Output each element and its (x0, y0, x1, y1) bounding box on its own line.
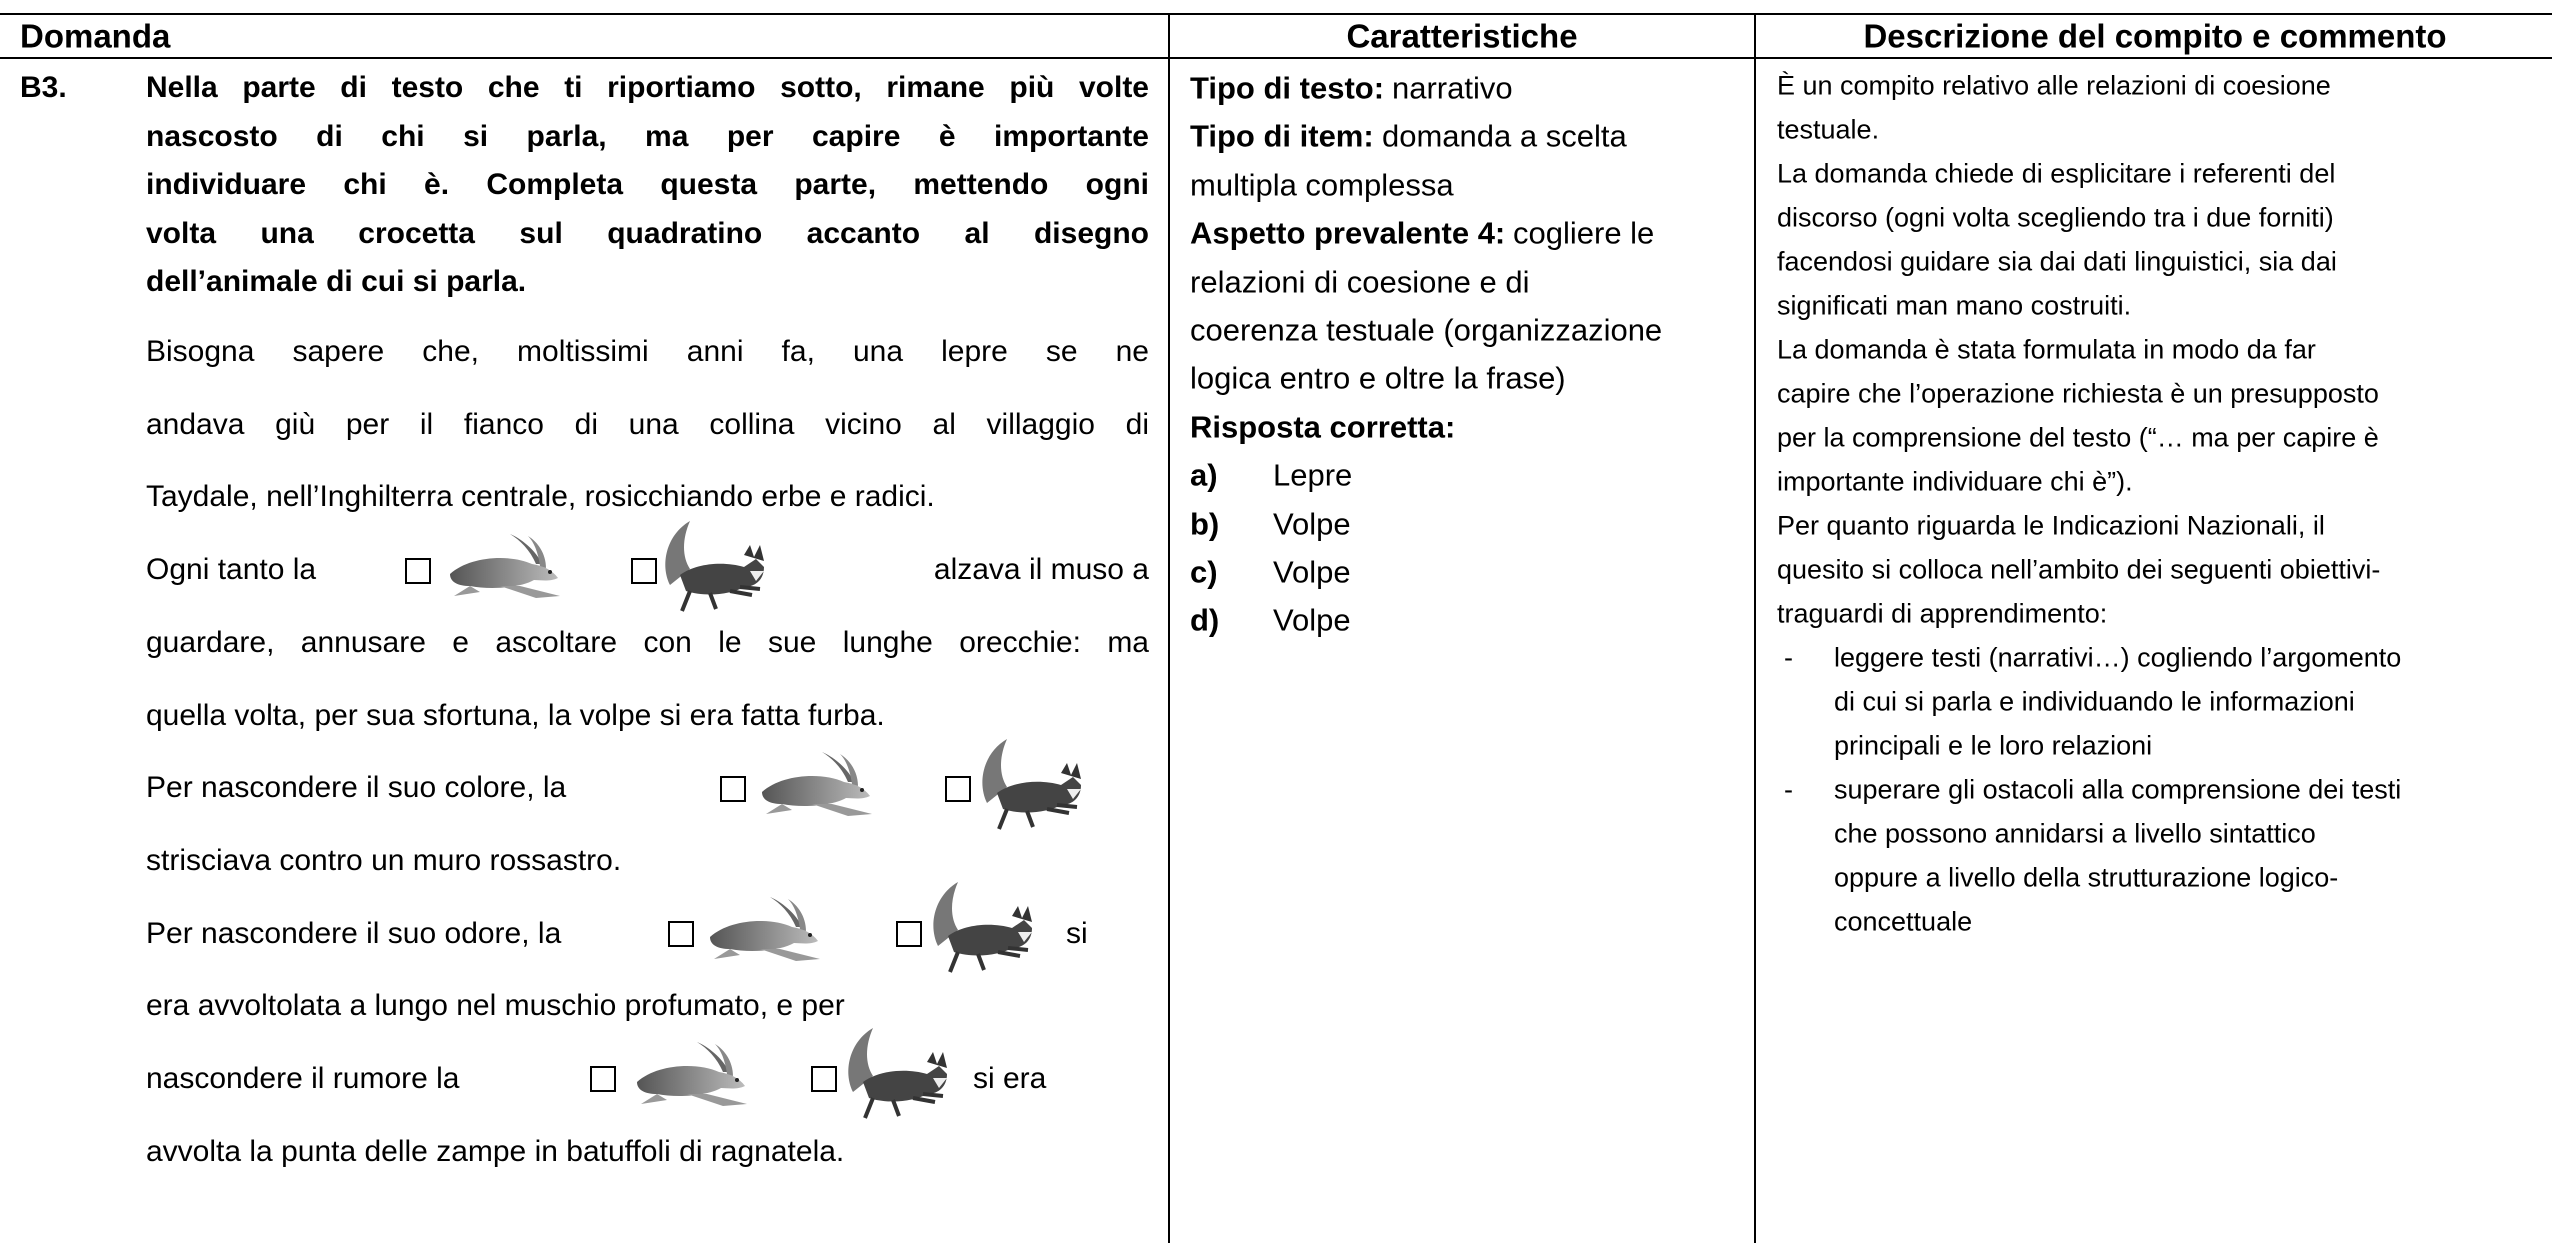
passage-text: alzava il muso a (933, 553, 1149, 587)
column-border (1754, 13, 1756, 1243)
risposta-label: Risposta corretta: (1190, 409, 1456, 445)
passage-text: guardare, annusare e ascoltare con le su… (146, 625, 1149, 659)
passage-text: strisciava contro un muro rossastro. (146, 843, 622, 877)
passage-text: quella volta, per sua sfortuna, la volpe… (146, 698, 885, 732)
header-border (0, 57, 2552, 59)
passage-text: nascondere il rumore la (146, 1062, 460, 1095)
prompt-line: Nella parte di testo che ti riportiamo s… (146, 71, 1149, 104)
characteristic-text: coerenza testuale (organizzazione (1190, 312, 1663, 348)
column-header: Descrizione del compito e commento (1863, 17, 2447, 55)
description-line: La domanda è stata formulata in modo da … (1777, 334, 2316, 365)
characteristic-text: relazioni di coesione e di (1190, 264, 1530, 300)
bullet-marker: - (1784, 774, 1793, 805)
answer-letter: a) (1190, 457, 1218, 493)
description-line: importante individuare chi è”). (1777, 466, 2133, 497)
tipo-testo-label: Tipo di testo: (1190, 70, 1385, 106)
description-line: La domanda chiede di esplicitare i refer… (1777, 158, 2336, 189)
bullet-line: leggere testi (narrativi…) cogliendo l’a… (1834, 642, 2402, 673)
description-line: quesito si colloca nell’ambito dei segue… (1777, 554, 2381, 585)
passage-text: andava giù per il fianco di una collina … (146, 407, 1149, 441)
answer-letter: c) (1190, 554, 1218, 590)
column-border (1168, 13, 1170, 1243)
description-line: per la comprensione del testo (“… ma per… (1777, 422, 2379, 453)
passage-text: si (1066, 916, 1088, 950)
passage-text: Per nascondere il suo odore, la (146, 916, 562, 950)
answer-text: Volpe (1273, 506, 1351, 542)
column-header: Domanda (20, 17, 171, 55)
answer-letter: d) (1190, 602, 1220, 638)
passage-text: era avvoltolata a lungo nel muschio prof… (146, 989, 845, 1023)
description-line: È un compito relativo alle relazioni di … (1777, 70, 2331, 101)
description-line: testuale. (1777, 114, 1880, 145)
column-header: Caratteristiche (1346, 17, 1578, 55)
prompt-line: dell’animale di cui si parla. (146, 265, 527, 298)
aspetto-label: Aspetto prevalente 4: (1190, 215, 1506, 251)
characteristic-text: multipla complessa (1190, 167, 1454, 203)
description-line: significati man mano costruiti. (1777, 290, 2132, 321)
answer-letter: b) (1190, 506, 1220, 542)
passage-text: si era (973, 1062, 1047, 1095)
characteristic-text: domanda a scelta (1382, 118, 1627, 154)
passage-text: Taydale, nell’Inghilterra centrale, rosi… (146, 480, 935, 514)
bullet-marker: - (1784, 642, 1793, 673)
description-line: capire che l’operazione richiesta è un p… (1777, 378, 2379, 409)
question-number: B3. (20, 71, 67, 104)
tipo-testo-value: narrativo (1392, 70, 1513, 106)
answer-text: Volpe (1273, 554, 1351, 590)
top-border (0, 13, 2552, 15)
description-line: traguardi di apprendimento: (1777, 598, 2108, 629)
characteristic-text: cogliere le (1513, 215, 1655, 251)
passage-text: Ogni tanto la (146, 553, 317, 587)
description-line: Per quanto riguarda le Indicazioni Nazio… (1777, 510, 2325, 541)
prompt-line: nascosto di chi si parla, ma per capire … (146, 119, 1149, 153)
passage-text: Bisogna sapere che, moltissimi anni fa, … (146, 335, 1149, 368)
description-line: discorso (ogni volta scegliendo tra i du… (1777, 202, 2334, 233)
bullet-line: superare gli ostacoli alla comprensione … (1834, 774, 2402, 805)
answer-text: Lepre (1273, 457, 1353, 493)
bullet-line: di cui si parla e individuando le inform… (1834, 686, 2355, 717)
characteristic-text: logica entro e oltre la frase) (1190, 360, 1566, 396)
bullet-line: principali e le loro relazioni (1834, 730, 2153, 761)
passage-text: Per nascondere il suo colore, la (146, 771, 567, 805)
bullet-line: che possono annidarsi a livello sintatti… (1834, 818, 2316, 849)
prompt-line: individuare chi è. Completa questa parte… (146, 168, 1149, 201)
prompt-line: volta una crocetta sul quadratino accant… (146, 216, 1149, 250)
bullet-line: concettuale (1834, 906, 1973, 937)
passage-text: avvolta la punta delle zampe in batuffol… (146, 1134, 845, 1168)
answer-text: Volpe (1273, 602, 1351, 638)
tipo-item-label: Tipo di item: (1190, 118, 1374, 154)
bullet-line: oppure a livello della strutturazione lo… (1834, 862, 2339, 893)
description-line: facendosi guidare sia dai dati linguisti… (1777, 246, 2337, 277)
